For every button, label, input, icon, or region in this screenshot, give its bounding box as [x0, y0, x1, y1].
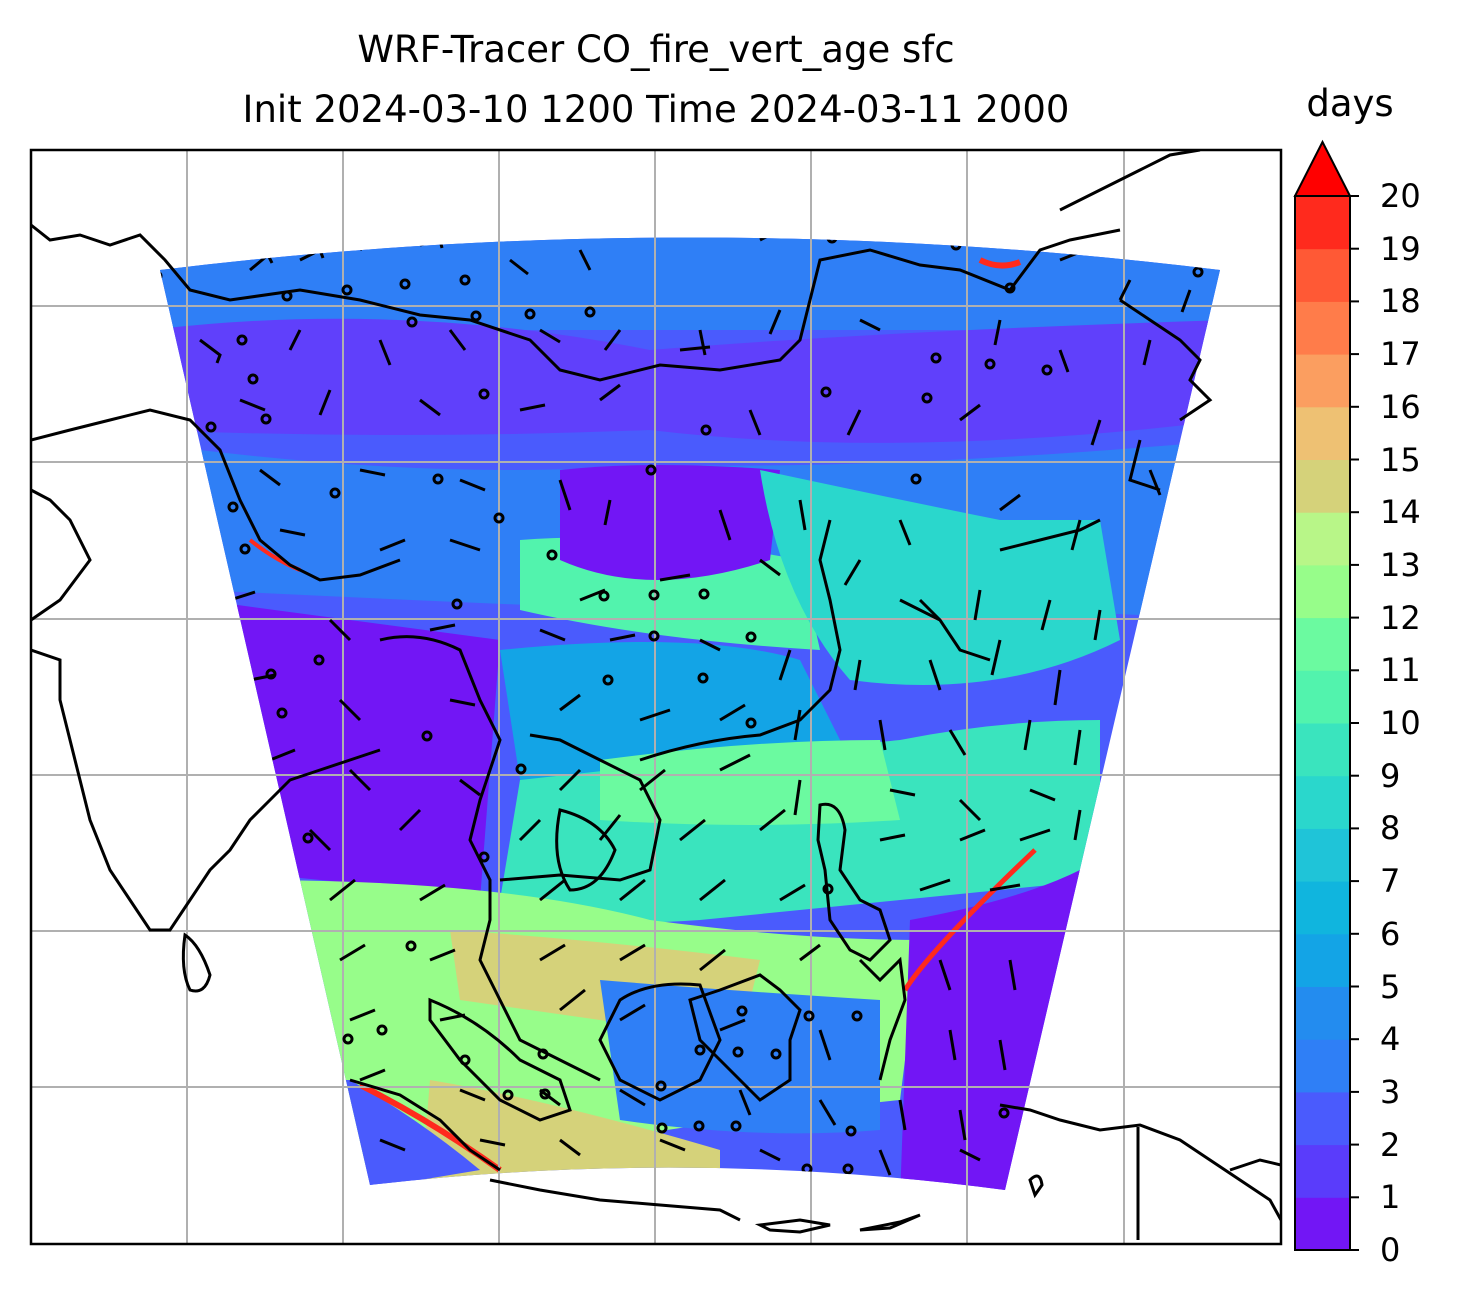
- colorbar-tick-label: 2: [1380, 1125, 1401, 1164]
- colorbar-tick-label: 9: [1380, 756, 1401, 795]
- colorbar-tick-label: 15: [1380, 440, 1421, 479]
- colorbar-segment: [1295, 828, 1350, 882]
- colorbar-segment: [1295, 933, 1350, 987]
- colorbar-tick-label: 8: [1380, 809, 1401, 848]
- colorbar-segment: [1295, 986, 1350, 1040]
- colorbar-tick-label: 0: [1380, 1231, 1401, 1269]
- colorbar-segment: [1295, 512, 1350, 566]
- coastlines: [31, 150, 1281, 1240]
- colorbar-segment: [1295, 459, 1350, 513]
- colorbar-tick-label: 1: [1380, 1178, 1401, 1217]
- wind-barbs: [199, 237, 1192, 1176]
- chart-title-line-1: WRF-Tracer CO_fire_vert_age sfc: [357, 28, 955, 71]
- colorbar-segment: [1295, 406, 1350, 460]
- colorbar-segment: [1295, 723, 1350, 777]
- chart-title-line-2: Init 2024-03-10 1200 Time 2024-03-11 200…: [242, 88, 1070, 131]
- colorbar-segment: [1295, 1144, 1350, 1198]
- colorbar-tick-label: 5: [1380, 967, 1401, 1006]
- colorbar-tick-label: 14: [1380, 493, 1421, 532]
- colorbar-segment: [1295, 564, 1350, 619]
- calm-wind-markers: [160, 237, 1204, 1175]
- colorbar-tick-label: 6: [1380, 914, 1401, 953]
- colorbar-tick-label: 12: [1380, 598, 1421, 637]
- colorbar-tick-label: 18: [1380, 282, 1421, 321]
- colorbar: [1293, 139, 1359, 1251]
- colorbar-segment: [1295, 248, 1350, 302]
- colorbar-extend-arrow: [1293, 139, 1352, 197]
- colorbar-tick-label: 13: [1380, 545, 1421, 584]
- colorbar-tick-label: 11: [1380, 651, 1421, 690]
- colorbar-unit-label: days: [1306, 82, 1394, 125]
- colorbar-segment: [1295, 617, 1350, 671]
- colorbar-tick-label: 20: [1380, 177, 1421, 215]
- colorbar-tick-label: 7: [1380, 862, 1401, 901]
- colorbar-segment: [1295, 354, 1350, 408]
- colorbar-tick-label: 16: [1380, 387, 1421, 426]
- colorbar-segment: [1295, 881, 1350, 935]
- colorbar-segment: [1295, 775, 1350, 829]
- colorbar-segment: [1295, 1039, 1350, 1093]
- colorbar-tick-label: 17: [1380, 335, 1421, 374]
- colorbar-segment: [1295, 670, 1350, 724]
- gridlines: [31, 150, 1281, 1244]
- colorbar-segment: [1295, 1197, 1350, 1251]
- colorbar-tick-label: 19: [1380, 229, 1421, 268]
- tracer-field: [160, 237, 1220, 1190]
- colorbar-segment: [1295, 196, 1350, 250]
- colorbar-tick-label: 10: [1380, 704, 1421, 742]
- colorbar-tick-label: 4: [1380, 1020, 1401, 1059]
- colorbar-segment: [1295, 1091, 1350, 1146]
- colorbar-segment: [1295, 301, 1350, 355]
- colorbar-tick-label: 3: [1380, 1072, 1401, 1111]
- map-frame: [29, 148, 1283, 1246]
